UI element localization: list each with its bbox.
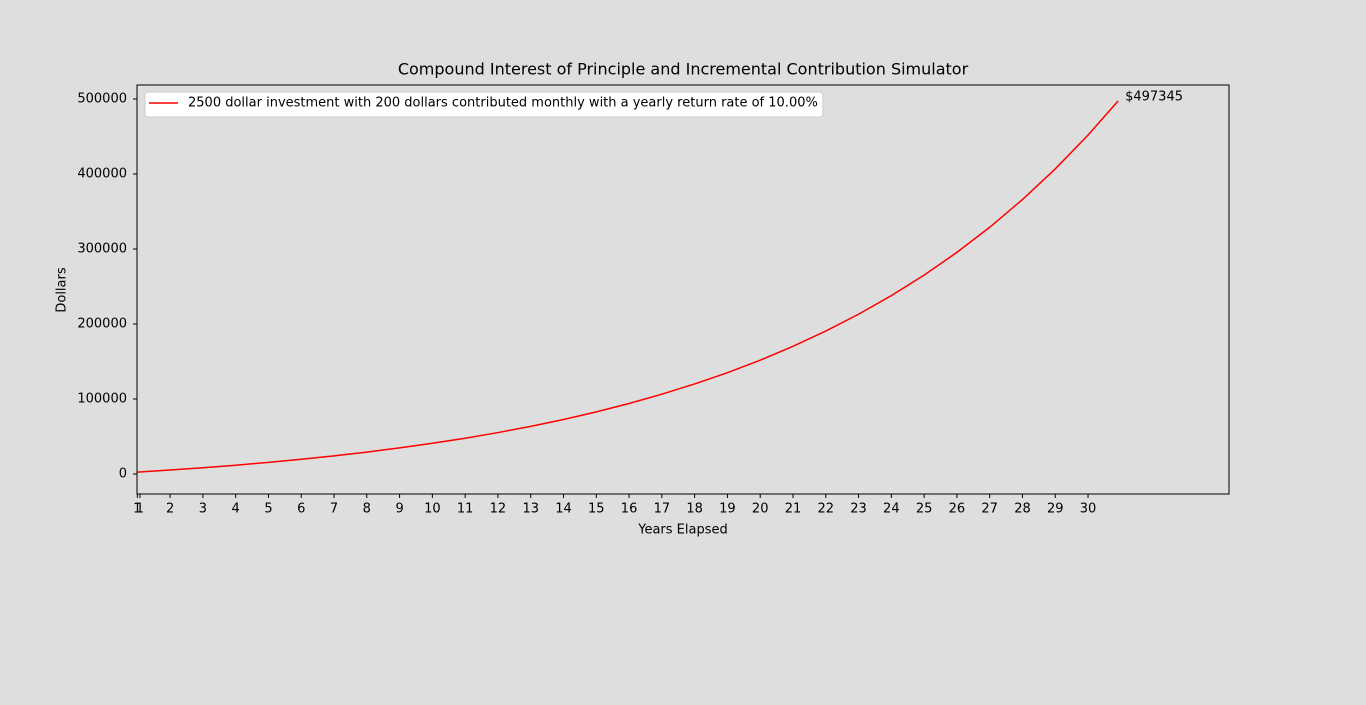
y-tick-label: 300000: [77, 242, 127, 257]
x-tick-label: 21: [785, 502, 802, 517]
x-tick-label: 18: [686, 502, 703, 517]
y-tick-label: 400000: [77, 167, 127, 182]
x-axis-label: Years Elapsed: [637, 523, 728, 538]
y-tick-label: 0: [119, 466, 127, 481]
x-tick-label: 4: [232, 502, 240, 517]
x-tick-label: 1: [133, 502, 141, 517]
x-tick-label: 25: [916, 502, 933, 517]
x-tick-label: 17: [654, 502, 671, 517]
x-tick-label: 6: [297, 502, 305, 517]
x-tick-label: 29: [1047, 502, 1064, 517]
x-tick-label: 16: [621, 502, 638, 517]
x-tick-label: 9: [395, 502, 403, 517]
y-axis-label: Dollars: [55, 267, 70, 312]
x-tick-label: 1: [136, 502, 144, 517]
x-tick-label: 3: [199, 502, 207, 517]
line: [137, 100, 1119, 473]
legend-label: 2500 dollar investment with 200 dollars …: [188, 96, 818, 111]
y-tick-label: 100000: [77, 391, 127, 406]
x-tick-label: 27: [981, 502, 998, 517]
y-tick-label: 200000: [77, 316, 127, 331]
plot-area: [136, 84, 1230, 495]
x-tick-label: 28: [1014, 502, 1031, 517]
x-tick-label: 2: [166, 502, 174, 517]
x-tick-label: 8: [363, 502, 371, 517]
chart-title: Compound Interest of Principle and Incre…: [398, 60, 969, 79]
x-tick-label: 14: [555, 502, 572, 517]
x-tick-label: 20: [752, 502, 769, 517]
y-tick-label: 500000: [77, 92, 127, 107]
x-tick-label: 7: [330, 502, 338, 517]
x-tick-label: 23: [850, 502, 867, 517]
x-tick-label: 11: [457, 502, 474, 517]
x-tick-label: 12: [490, 502, 507, 517]
x-tick-label: 30: [1080, 502, 1097, 517]
legend-box: [144, 91, 824, 118]
x-tick-label: 19: [719, 502, 736, 517]
annotation: $497345: [1125, 89, 1183, 104]
x-tick-label: 22: [817, 502, 834, 517]
x-tick-label: 10: [424, 502, 441, 517]
x-tick-label: 26: [949, 502, 966, 517]
x-tick-label: 15: [588, 502, 605, 517]
x-tick-label: 13: [522, 502, 539, 517]
x-tick-label: 24: [883, 502, 900, 517]
x-tick-label: 5: [264, 502, 272, 517]
